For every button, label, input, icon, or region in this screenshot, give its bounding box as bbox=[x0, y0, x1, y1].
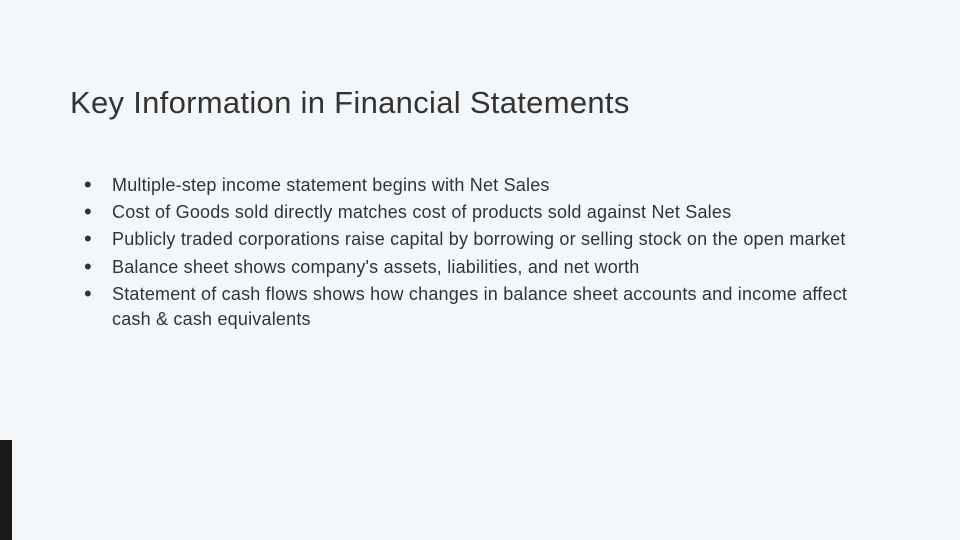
slide-title: Key Information in Financial Statements bbox=[70, 85, 890, 121]
list-item: Multiple-step income statement begins wi… bbox=[84, 173, 890, 198]
list-item: Cost of Goods sold directly matches cost… bbox=[84, 200, 890, 225]
slide-content: Key Information in Financial Statements … bbox=[0, 0, 960, 332]
bullet-list: Multiple-step income statement begins wi… bbox=[70, 173, 890, 332]
list-item: Statement of cash flows shows how change… bbox=[84, 282, 890, 332]
accent-bar bbox=[0, 440, 12, 540]
list-item: Publicly traded corporations raise capit… bbox=[84, 227, 890, 252]
list-item: Balance sheet shows company's assets, li… bbox=[84, 255, 890, 280]
